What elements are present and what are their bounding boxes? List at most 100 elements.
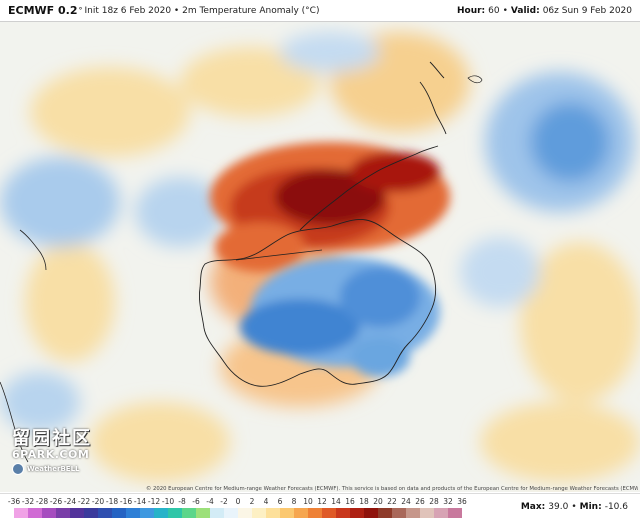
model-name: ECMWF 0.2 <box>8 4 78 17</box>
legend-swatch <box>224 508 238 518</box>
legend-swatch <box>210 508 224 518</box>
hour-value: 60 <box>488 5 500 16</box>
legend-tick: 16 <box>345 497 355 506</box>
anomaly-field <box>0 22 640 492</box>
legend-tick: -24 <box>63 497 77 506</box>
legend-tick: 18 <box>359 497 369 506</box>
legend-tick: 14 <box>331 497 341 506</box>
legend-tick: -20 <box>91 497 105 506</box>
watermark: 留园社区 6PARK.COM WeatherBELL <box>12 424 104 480</box>
min-label: Min: <box>579 502 602 512</box>
temperature-anomaly-map <box>0 22 640 492</box>
copyright-notice: © 2020 European Centre for Medium-range … <box>146 486 638 492</box>
legend-tick: 26 <box>415 497 425 506</box>
antarctic-peninsula-coastline <box>299 145 439 231</box>
legend-tick: -12 <box>147 497 161 506</box>
legend-swatch <box>56 508 70 518</box>
legend-tick: -18 <box>105 497 119 506</box>
legend-swatch <box>252 508 266 518</box>
legend-tick: 22 <box>387 497 397 506</box>
legend-tick: -28 <box>35 497 49 506</box>
legend-tick: -2 <box>220 497 228 506</box>
legend-tick: 12 <box>317 497 327 506</box>
valid-label: Valid: <box>510 5 540 16</box>
forecast-time-info: Hour: 60 • Valid: 06z Sun 9 Feb 2020 <box>457 6 632 16</box>
legend-swatch <box>294 508 308 518</box>
legend-swatch <box>448 508 462 518</box>
south-america-coastline <box>419 61 447 135</box>
legend-swatch <box>280 508 294 518</box>
legend-swatch <box>196 508 210 518</box>
legend-swatch <box>154 508 168 518</box>
hour-label: Hour: <box>456 5 486 16</box>
legend-swatch <box>322 508 336 518</box>
legend-tick: 2 <box>249 497 255 506</box>
legend-tick: 24 <box>401 497 411 506</box>
legend-tick: 8 <box>291 497 297 506</box>
legend-swatch <box>84 508 98 518</box>
run-description: Init 18z 6 Feb 2020 • 2m Temperature Ano… <box>84 5 320 16</box>
falkland-islands <box>467 75 483 84</box>
legend-swatch <box>434 508 448 518</box>
legend-swatch <box>28 508 42 518</box>
legend-swatch <box>350 508 364 518</box>
legend-swatch <box>336 508 350 518</box>
legend-swatch <box>126 508 140 518</box>
legend-tick: 0 <box>235 497 241 506</box>
weatherbell-icon <box>12 463 24 475</box>
color-legend: -36 -32 -28 -26 -24 -22 -20 -18 -16 -14 -12 -10 -8 -6… <box>0 493 640 526</box>
africa-coastline <box>0 381 29 463</box>
legend-tick: -4 <box>206 497 214 506</box>
model-resolution-degree: ° <box>78 6 83 15</box>
legend-tick: -36 <box>7 497 21 506</box>
legend-swatch <box>378 508 392 518</box>
max-min-readout: Max: 39.0 • Min: -10.6 <box>521 502 628 512</box>
legend-swatch <box>308 508 322 518</box>
legend-swatch <box>392 508 406 518</box>
max-value: 39.0 <box>548 502 569 512</box>
legend-swatch <box>140 508 154 518</box>
watermark-chinese-text: 留园社区 <box>12 428 92 449</box>
legend-tick: 10 <box>303 497 313 506</box>
legend-swatch <box>364 508 378 518</box>
legend-tick: -22 <box>77 497 91 506</box>
legend-tick: 36 <box>457 497 467 506</box>
legend-tick: 28 <box>429 497 439 506</box>
legend-swatch <box>98 508 112 518</box>
legend-swatch <box>406 508 420 518</box>
ice-shelf-line <box>235 249 323 261</box>
legend-tick: -14 <box>133 497 147 506</box>
warm-anomaly-core <box>210 142 450 272</box>
map-header: ECMWF 0.2 ° Init 18z 6 Feb 2020 • 2m Temp… <box>0 0 640 22</box>
legend-tick: -26 <box>49 497 63 506</box>
legend-tick: 20 <box>373 497 383 506</box>
header-separator: • <box>502 5 508 16</box>
legend-swatch <box>42 508 56 518</box>
legend-tick-labels: -36 -32 -28 -26 -24 -22 -20 -18 -16 -14 -12 -10 -8 -6… <box>8 497 467 507</box>
weatherbell-logo: WeatherBELL <box>12 463 104 475</box>
legend-swatch <box>70 508 84 518</box>
max-label: Max: <box>520 502 546 512</box>
cold-anomaly-core <box>240 257 440 377</box>
legend-swatch <box>266 508 280 518</box>
new-zealand-coastline <box>19 229 47 271</box>
legend-swatch <box>238 508 252 518</box>
valid-value: 06z Sun 9 Feb 2020 <box>542 5 632 16</box>
min-value: -10.6 <box>604 502 628 512</box>
legend-swatch <box>182 508 196 518</box>
legend-tick: 4 <box>263 497 269 506</box>
legend-tick: 6 <box>277 497 283 506</box>
legend-tick: 32 <box>443 497 453 506</box>
legend-swatch <box>168 508 182 518</box>
legend-tick: -10 <box>161 497 175 506</box>
antarctica-coastline <box>199 219 437 387</box>
legend-swatch <box>420 508 434 518</box>
watermark-site: 6PARK.COM <box>12 448 90 461</box>
legend-swatch <box>112 508 126 518</box>
legend-tick: -6 <box>192 497 200 506</box>
legend-swatch <box>14 508 28 518</box>
legend-color-bar <box>14 508 462 518</box>
legend-tick: -8 <box>178 497 186 506</box>
legend-tick: -32 <box>21 497 35 506</box>
weatherbell-text: WeatherBELL <box>27 465 80 473</box>
